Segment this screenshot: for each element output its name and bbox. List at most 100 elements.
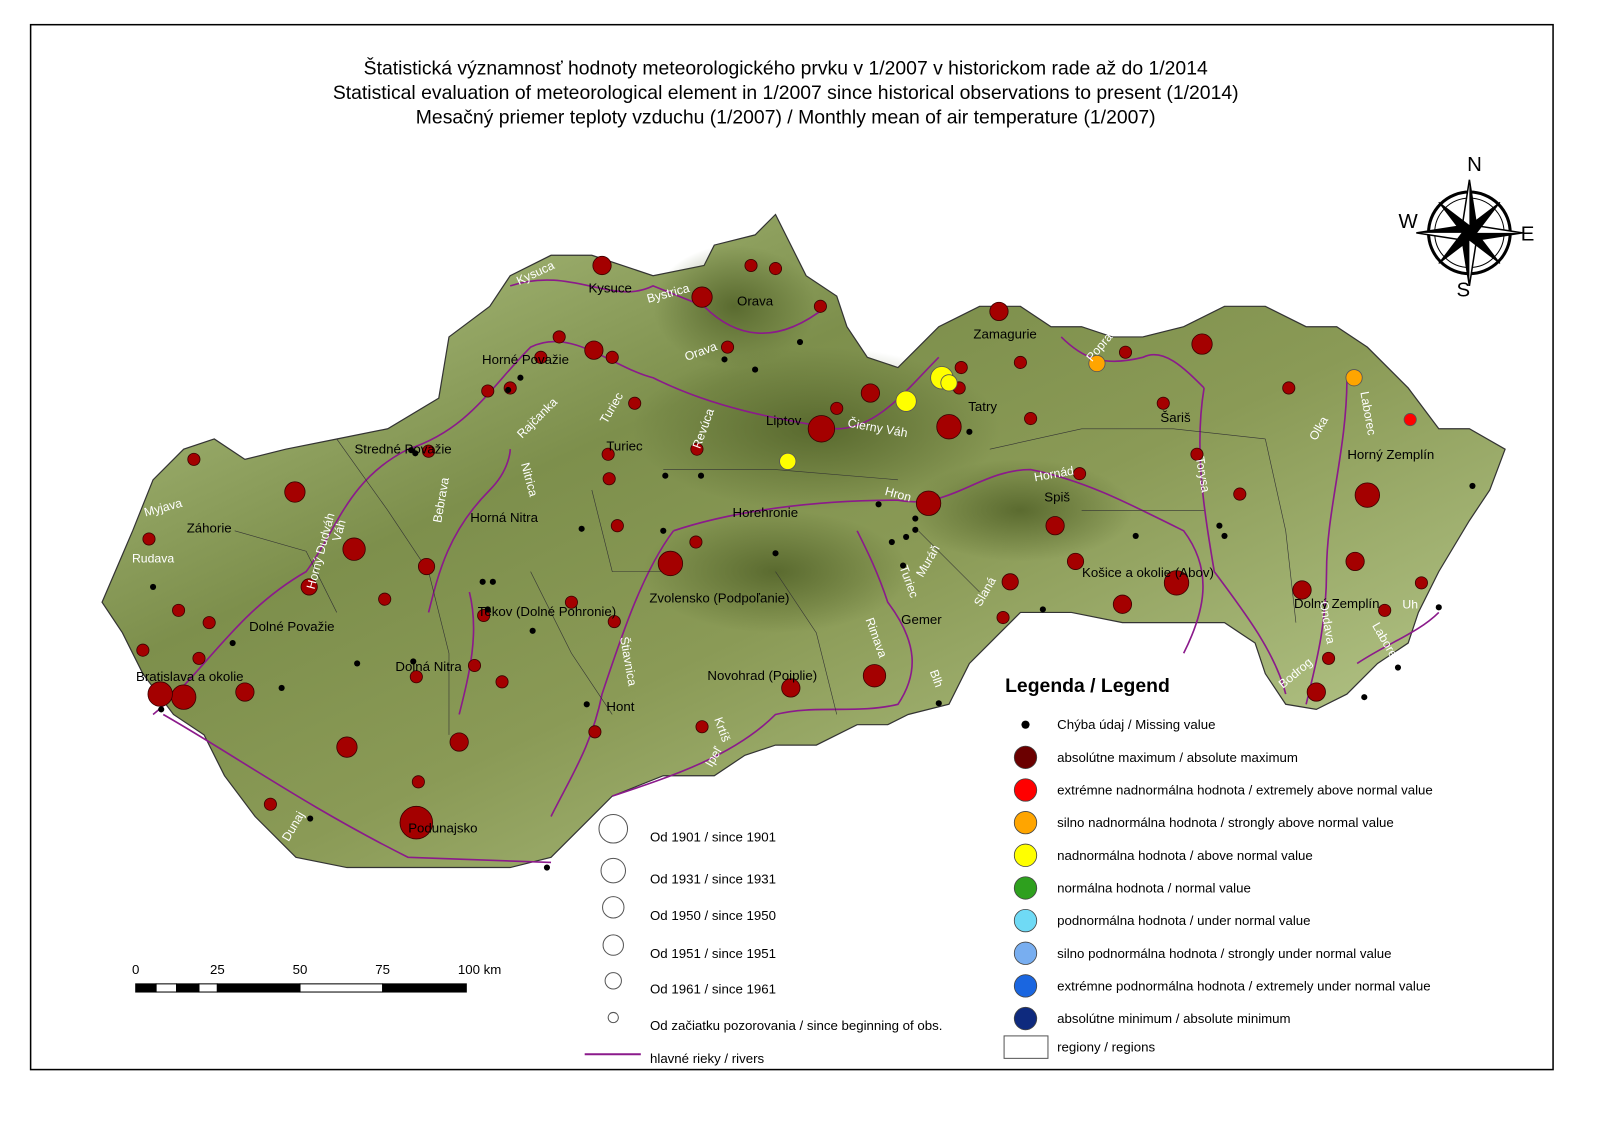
size-label: Od 1931 / since 1931: [650, 871, 776, 886]
compass-south: S: [1456, 279, 1470, 301]
legend-swatch: [1013, 908, 1038, 933]
legend-swatch: [1013, 876, 1038, 900]
size-swatch: [602, 934, 624, 956]
legend-swatch: [1013, 941, 1038, 965]
station: [142, 532, 156, 546]
station: [1394, 664, 1402, 671]
station: [691, 286, 713, 308]
station: [1045, 516, 1065, 536]
station: [662, 472, 669, 479]
station: [578, 525, 585, 532]
region-label: Horný Zemplín: [1347, 447, 1434, 462]
station: [1132, 532, 1139, 539]
station: [1118, 345, 1133, 359]
station: [628, 396, 642, 410]
station: [954, 361, 968, 375]
river: [162, 713, 552, 864]
legend-label: podnormálna hodnota / under normal value: [1057, 913, 1310, 928]
legend-label: regiony / regions: [1057, 1040, 1155, 1055]
station: [888, 538, 895, 546]
station: [378, 592, 392, 606]
station: [697, 472, 705, 479]
region-label: Stredné Považie: [354, 442, 451, 457]
legend-label: silno podnormálna hodnota / strongly und…: [1057, 946, 1391, 961]
size-label: Od 1961 / since 1961: [650, 981, 776, 996]
station: [912, 515, 919, 522]
station: [830, 401, 844, 415]
region-label: Tekov (Dolné Pohronie): [478, 604, 616, 619]
station: [495, 675, 509, 689]
station: [583, 701, 590, 708]
station: [284, 481, 306, 503]
size-label: Od začiatku pozorovania / since beginnin…: [650, 1018, 942, 1033]
station: [336, 736, 358, 758]
mountains: [653, 245, 817, 368]
region-label: Dolné Považie: [249, 619, 334, 634]
scale-segment: [198, 983, 218, 993]
stations: [136, 255, 1476, 871]
region-label: Podunajsko: [408, 820, 477, 835]
station: [1066, 552, 1085, 570]
station: [895, 390, 917, 412]
compass-north: N: [1467, 154, 1482, 176]
station: [695, 720, 709, 734]
station: [721, 340, 735, 354]
region-label: Zvolensko (Podpoľanie): [649, 591, 789, 606]
station: [417, 557, 436, 576]
station: [481, 384, 495, 398]
station: [479, 578, 486, 585]
station: [517, 374, 524, 381]
river: [673, 468, 1204, 654]
station: [940, 374, 958, 392]
station: [602, 472, 616, 486]
size-swatch: [600, 857, 627, 884]
scale-label: 0: [132, 962, 139, 977]
title-line: Statistical evaluation of meteorological…: [333, 82, 1239, 104]
station: [1073, 467, 1087, 481]
station: [1039, 606, 1046, 613]
river: [1199, 387, 1287, 695]
size-label: Od 1950 / since 1950: [650, 908, 776, 923]
station: [158, 706, 165, 713]
region-label: Tatry: [968, 399, 997, 414]
station: [1112, 594, 1133, 614]
station: [412, 450, 419, 457]
station: [342, 537, 366, 561]
scale-label: 50: [293, 962, 308, 977]
size-swatch: [602, 896, 625, 919]
station: [543, 864, 550, 871]
station: [781, 678, 801, 698]
station: [1435, 604, 1442, 611]
scale-bar: 0 25 50 75 100 km: [132, 962, 501, 993]
river: [550, 530, 675, 817]
station: [300, 578, 318, 596]
legend-label: normálna hodnota / normal value: [1057, 880, 1251, 895]
legend-swatch: [1021, 720, 1030, 729]
station: [607, 615, 621, 629]
station: [1378, 603, 1392, 617]
river-label: Hron: [884, 484, 913, 504]
station: [1088, 354, 1106, 373]
station: [875, 501, 882, 508]
station: [989, 301, 1009, 322]
station: [192, 651, 206, 665]
river-label: Rudava: [132, 552, 174, 566]
region-label: Šariš: [1160, 410, 1191, 425]
scale-segment: [155, 983, 178, 993]
scale-label: 25: [210, 962, 225, 977]
station: [935, 700, 942, 707]
station: [966, 428, 973, 435]
station: [936, 414, 962, 440]
region-label: Horné Považie: [482, 352, 569, 367]
station: [996, 611, 1010, 625]
station: [534, 350, 548, 364]
station: [422, 444, 436, 458]
station: [1024, 412, 1038, 426]
legend-swatch: [1013, 778, 1038, 802]
station: [860, 383, 880, 403]
mountains: [908, 459, 1133, 562]
river: [703, 305, 828, 335]
legend-swatch: [1003, 1035, 1049, 1059]
station: [1345, 369, 1363, 387]
station: [752, 366, 759, 373]
